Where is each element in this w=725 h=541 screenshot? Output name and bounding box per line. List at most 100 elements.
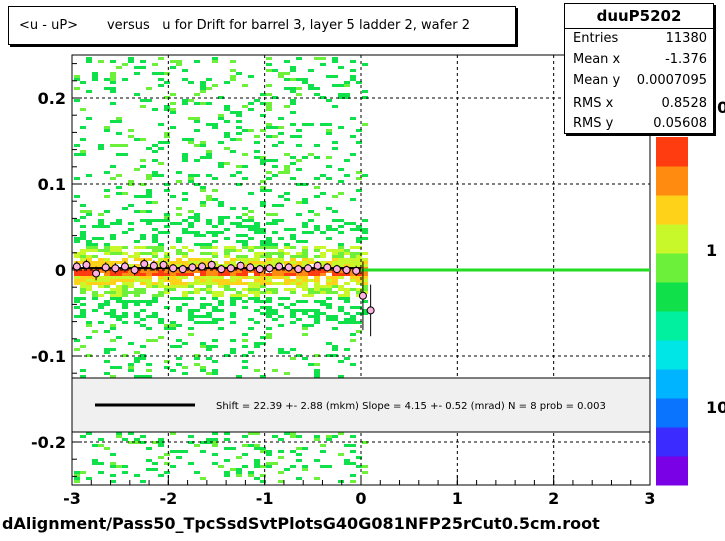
heatmap-cell (140, 309, 146, 312)
heatmap-cell (254, 261, 260, 264)
heatmap-cell (320, 231, 326, 234)
heatmap-cell (230, 312, 236, 315)
heatmap-cell (152, 297, 158, 300)
heatmap-cell (290, 291, 296, 294)
heatmap-cell (206, 315, 212, 318)
heatmap-cell (266, 123, 272, 126)
heatmap-cell (152, 63, 158, 66)
heatmap-cell (206, 258, 212, 261)
heatmap-cell (206, 87, 212, 90)
heatmap-cell (116, 261, 122, 264)
stats-row-mean-x: Mean x -1.376 (573, 52, 707, 67)
heatmap-cell (248, 219, 254, 222)
heatmap-cell (116, 153, 122, 156)
heatmap-cell (110, 177, 116, 180)
heatmap-cell (266, 276, 272, 279)
heatmap-cell (266, 135, 272, 138)
heatmap-cell (338, 306, 344, 309)
heatmap-cell (248, 261, 254, 264)
heatmap-cell (218, 276, 224, 279)
heatmap-cell (326, 285, 332, 288)
heatmap-cell (152, 108, 158, 111)
heatmap-cell (92, 255, 98, 258)
heatmap-cell (236, 291, 242, 294)
heatmap-cell (86, 336, 92, 339)
heatmap-cell (344, 318, 350, 321)
heatmap-cell (194, 219, 200, 222)
heatmap-cell (284, 228, 290, 231)
heatmap-cell (218, 114, 224, 117)
heatmap-cell (266, 177, 272, 180)
heatmap-cell (194, 258, 200, 261)
heatmap-cell (278, 255, 284, 258)
heatmap-cell (260, 102, 266, 105)
heatmap-cell (296, 159, 302, 162)
heatmap-cell (194, 309, 200, 312)
heatmap-cell (80, 81, 86, 84)
heatmap-cell (314, 459, 320, 462)
heatmap-cell (188, 309, 194, 312)
heatmap-cell (86, 324, 92, 327)
heatmap-cell (308, 258, 314, 261)
heatmap-cell (356, 258, 362, 261)
heatmap-cell (260, 279, 266, 282)
heatmap-cell (116, 297, 122, 300)
heatmap-cell (212, 276, 218, 279)
heatmap-cell (284, 243, 290, 246)
heatmap-cell (74, 477, 80, 480)
heatmap-cell (158, 123, 164, 126)
heatmap-cell (278, 252, 284, 255)
heatmap-cell (308, 153, 314, 156)
heatmap-cell (164, 258, 170, 261)
heatmap-cell (146, 327, 152, 330)
heatmap-cell (92, 291, 98, 294)
profile-point (342, 266, 351, 274)
heatmap-cell (320, 291, 326, 294)
heatmap-cell (338, 270, 344, 273)
heatmap-cell (134, 279, 140, 282)
heatmap-cell (338, 453, 344, 456)
heatmap-cell (248, 225, 254, 228)
heatmap-cell (170, 279, 176, 282)
heatmap-cell (176, 240, 182, 243)
heatmap-cell (290, 309, 296, 312)
heatmap-cell (236, 183, 242, 186)
heatmap-cell (308, 87, 314, 90)
heatmap-cell (260, 291, 266, 294)
heatmap-cell (218, 165, 224, 168)
heatmap-cell (350, 60, 356, 63)
heatmap-cell (320, 252, 326, 255)
heatmap-cell (182, 153, 188, 156)
heatmap-cell (92, 72, 98, 75)
heatmap-cell (194, 321, 200, 324)
heatmap-cell (278, 282, 284, 285)
heatmap-cell (152, 468, 158, 471)
heatmap-cell (350, 261, 356, 264)
heatmap-cell (254, 99, 260, 102)
heatmap-cell (356, 330, 362, 333)
heatmap-cell (104, 246, 110, 249)
heatmap-cell (230, 315, 236, 318)
heatmap-cell (212, 309, 218, 312)
heatmap-cell (80, 303, 86, 306)
heatmap-cell (200, 243, 206, 246)
heatmap-cell (344, 357, 350, 360)
heatmap-cell (272, 291, 278, 294)
heatmap-cell (260, 93, 266, 96)
heatmap-cell (152, 282, 158, 285)
heatmap-cell (86, 282, 92, 285)
heatmap-cell (266, 297, 272, 300)
heatmap-cell (224, 474, 230, 477)
heatmap-cell (308, 324, 314, 327)
heatmap-cell (224, 432, 230, 435)
heatmap-cell (110, 81, 116, 84)
heatmap-cell (110, 297, 116, 300)
heatmap-cell (206, 270, 212, 273)
heatmap-cell (260, 162, 266, 165)
heatmap-cell (194, 276, 200, 279)
heatmap-cell (296, 459, 302, 462)
heatmap-cell (230, 468, 236, 471)
heatmap-cell (188, 141, 194, 144)
heatmap-cell (320, 63, 326, 66)
heatmap-cell (86, 321, 92, 324)
